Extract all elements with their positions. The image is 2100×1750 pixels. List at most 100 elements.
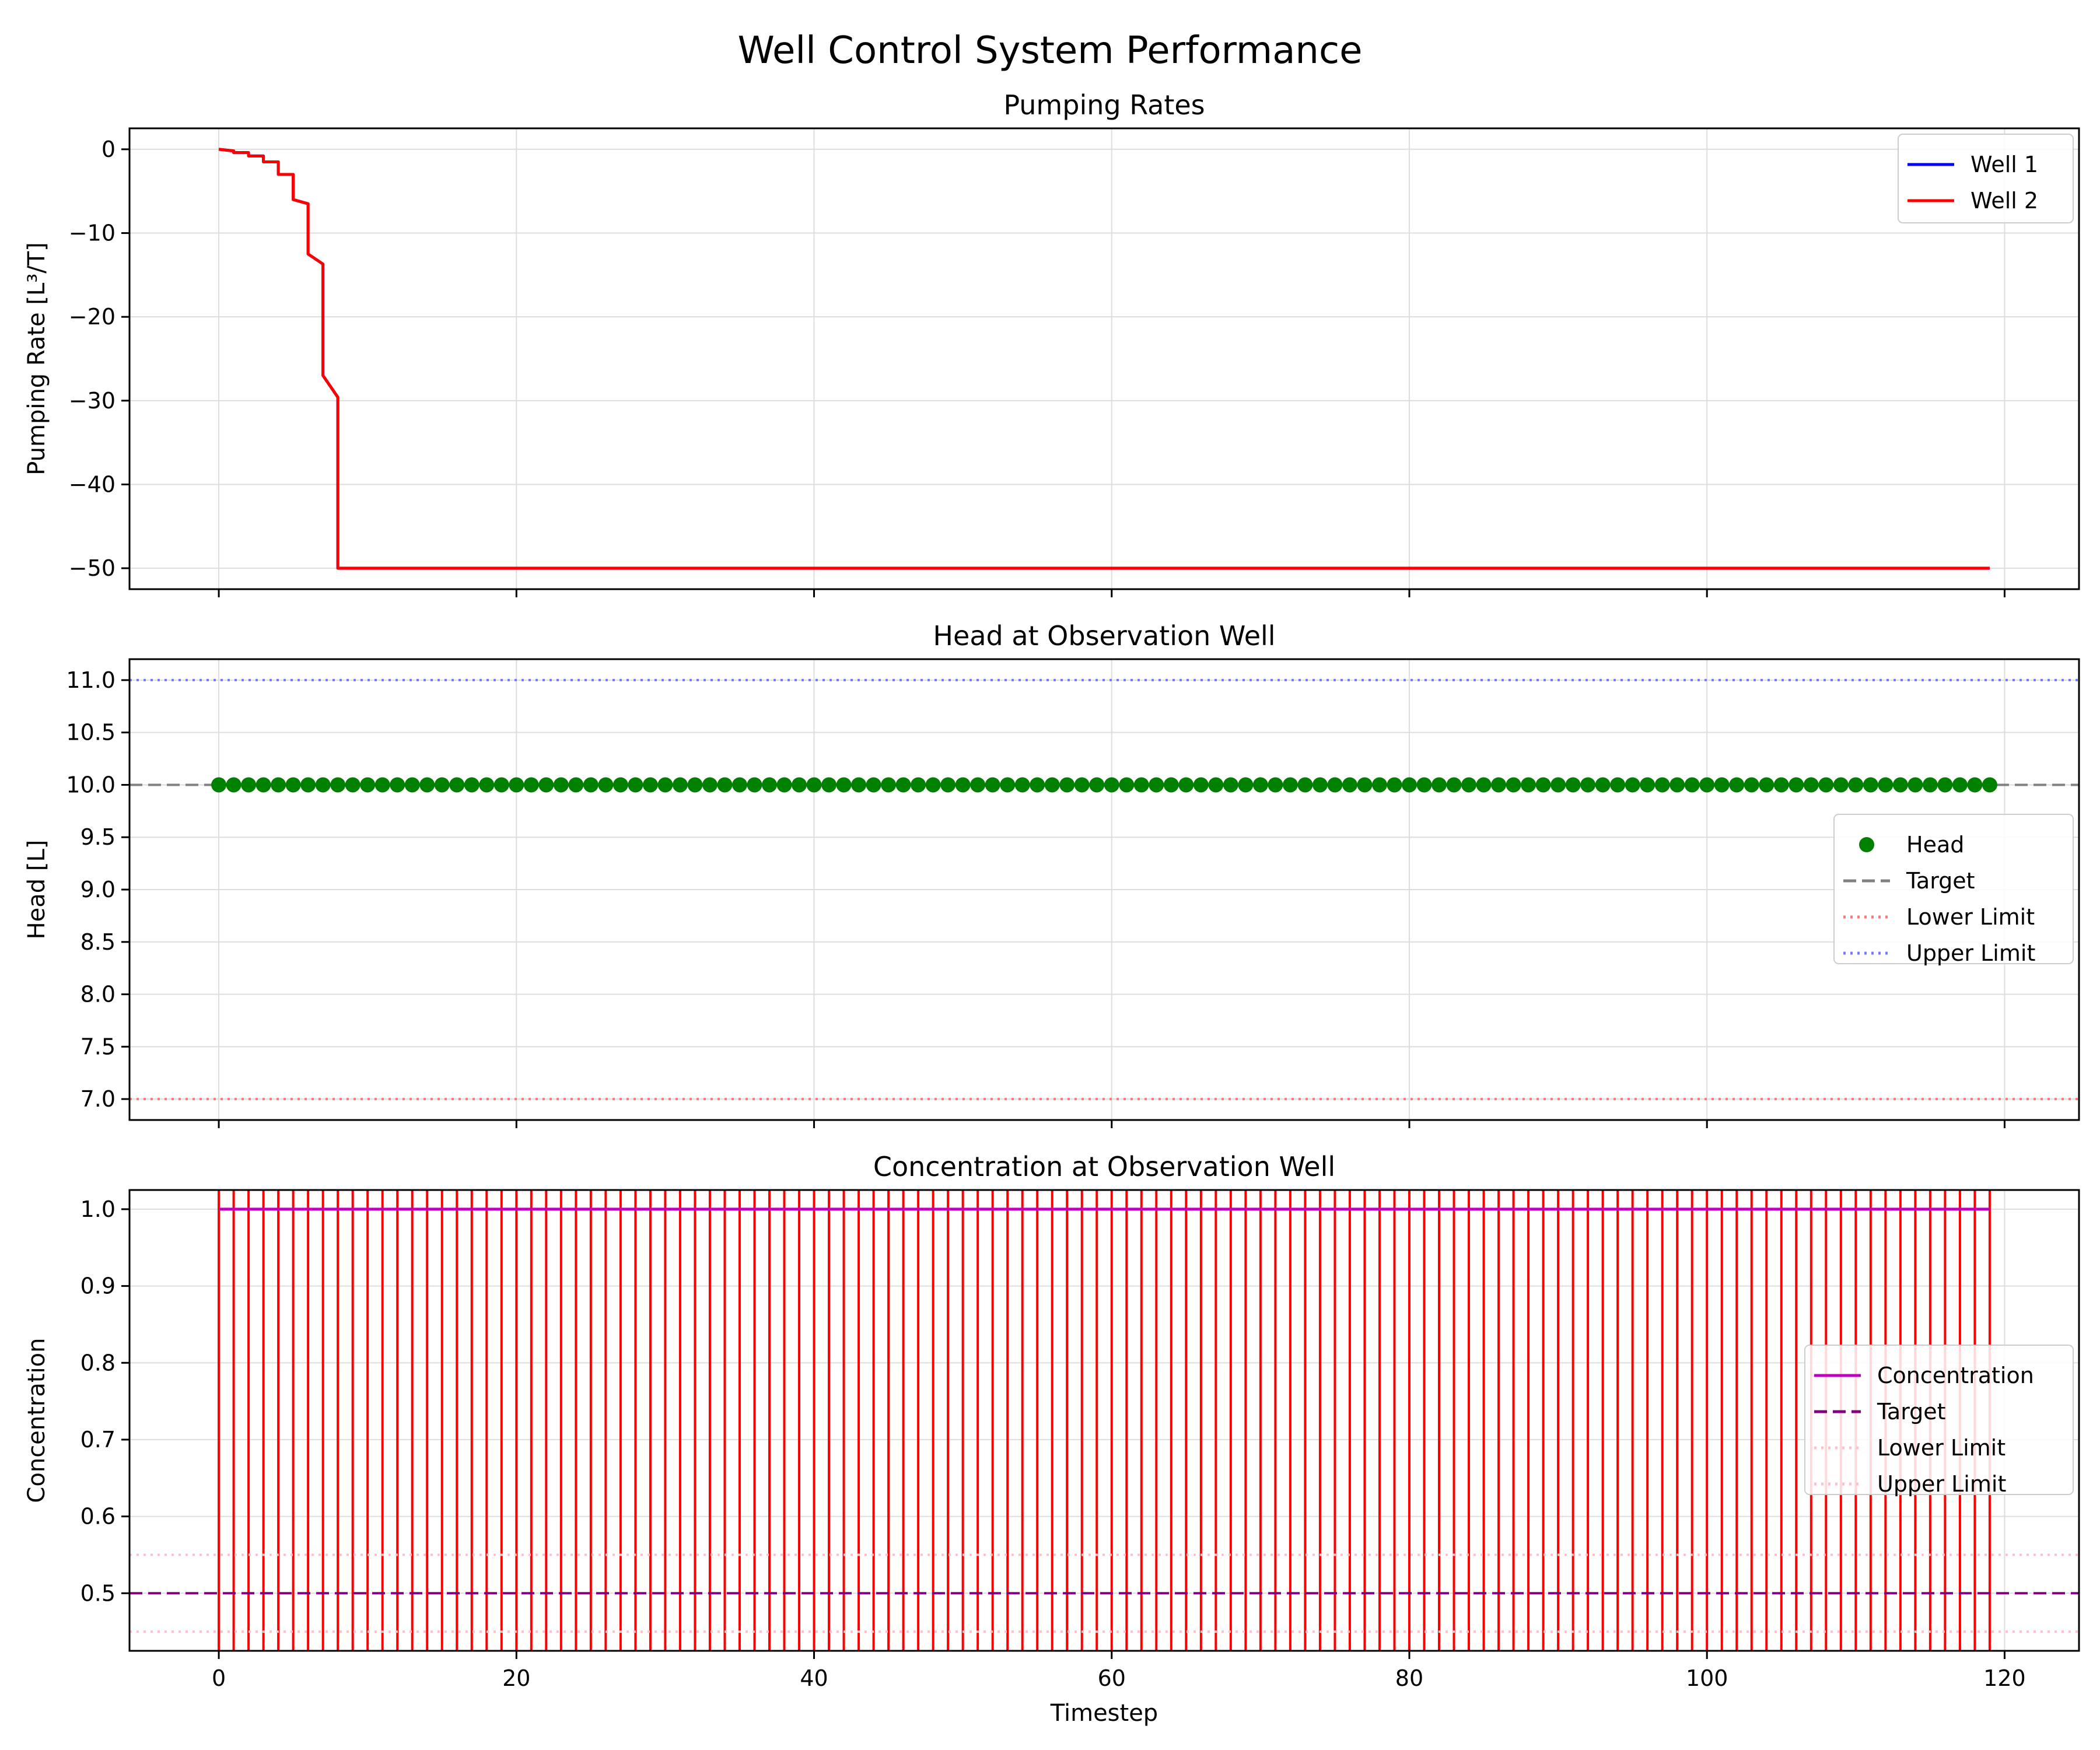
head-point xyxy=(940,777,956,793)
pumping-y-tick-label: −20 xyxy=(69,304,116,330)
head-point xyxy=(1059,777,1075,793)
head-point xyxy=(1640,777,1656,793)
head-point xyxy=(1595,777,1611,793)
pumping-y-tick-label: −10 xyxy=(69,220,116,246)
head-point xyxy=(464,777,480,793)
head-point xyxy=(1506,777,1521,793)
head-point xyxy=(285,777,301,793)
head-point xyxy=(1416,777,1432,793)
head-point xyxy=(985,777,1000,793)
head-point xyxy=(895,777,911,793)
head-point xyxy=(360,777,376,793)
concentration-legend-concentration-label: Concentration xyxy=(1877,1363,2034,1388)
head-point xyxy=(330,777,346,793)
head-point xyxy=(955,777,971,793)
concentration-plot-area xyxy=(130,1190,2079,1651)
head-point xyxy=(241,777,257,793)
head-point xyxy=(1297,777,1313,793)
pumping-y-tick-label: 0 xyxy=(102,136,116,162)
head-point xyxy=(970,777,986,793)
concentration-legend: Concentration Target Lower Limit Upper Limi… xyxy=(1804,1345,2074,1497)
head-point xyxy=(1104,777,1119,793)
pumping-panel: 0 −10 −20 −30 −40 −50 Pumping Rates Pumping Rat… xyxy=(23,89,2080,597)
head-point xyxy=(1476,777,1492,793)
head-point xyxy=(1967,777,1983,793)
figure-title: Well Control System Performance xyxy=(737,29,1362,72)
head-point xyxy=(1565,777,1581,793)
head-point xyxy=(1193,777,1209,793)
head-point xyxy=(211,777,227,793)
head-point xyxy=(747,777,762,793)
concentration-x-axis-label: Timestep xyxy=(1050,1700,1158,1727)
pumping-legend-well-2-label: Well 2 xyxy=(1971,188,2038,214)
head-point xyxy=(1848,777,1864,793)
concentration-y-tick-label: 0.7 xyxy=(80,1427,116,1452)
head-point xyxy=(851,777,867,793)
head-point xyxy=(881,777,897,793)
head-point xyxy=(1818,777,1834,793)
concentration-y-tick-label: 0.5 xyxy=(80,1580,116,1606)
head-legend-target-label: Target xyxy=(1906,868,1975,894)
head-point xyxy=(1535,777,1551,793)
head-title: Head at Observation Well xyxy=(933,620,1275,652)
concentration-x-tick-label: 20 xyxy=(502,1665,530,1691)
pumping-axes-frame xyxy=(128,127,2080,590)
head-point xyxy=(598,777,614,793)
chart-panels: 0 −10 −20 −30 −40 −50 Pumping Rates Pumping Rat… xyxy=(23,89,2080,1727)
head-point xyxy=(1327,777,1343,793)
head-point xyxy=(642,777,658,793)
head-point xyxy=(1952,777,1968,793)
concentration-y-tick-label: 0.9 xyxy=(80,1273,116,1299)
head-point xyxy=(1163,777,1179,793)
pumping-legend-well-1-label: Well 1 xyxy=(1971,152,2038,177)
concentration-y-axis-label: Concentration xyxy=(23,1338,50,1503)
head-y-tick-label: 11.0 xyxy=(66,667,116,693)
head-point xyxy=(1149,777,1164,793)
head-y-tick-label: 7.0 xyxy=(80,1086,116,1112)
concentration-x-tick-label: 0 xyxy=(212,1665,226,1691)
head-point xyxy=(1312,777,1328,793)
head-point xyxy=(612,777,628,793)
head-legend-lower-limit-label: Lower Limit xyxy=(1906,904,2035,930)
concentration-axes-frame xyxy=(128,1189,2080,1652)
head-point xyxy=(1550,777,1566,793)
head-point xyxy=(1030,777,1045,793)
head-point xyxy=(911,777,926,793)
head-point xyxy=(792,777,807,793)
head-point xyxy=(1089,777,1105,793)
head-point xyxy=(479,777,495,793)
head-point xyxy=(925,777,941,793)
pumping-y-tick-label: −50 xyxy=(69,555,116,581)
pumping-plot-area xyxy=(218,148,1990,570)
head-point xyxy=(419,777,435,793)
head-point xyxy=(1357,777,1373,793)
head-point xyxy=(1074,777,1090,793)
head-point xyxy=(1223,777,1238,793)
head-point xyxy=(836,777,852,793)
head-legend-upper-limit-label: Upper Limit xyxy=(1906,940,2035,966)
pumping-y-axis-label: Pumping Rate [L³/T] xyxy=(23,242,50,475)
head-point xyxy=(732,777,747,793)
head-point xyxy=(568,777,584,793)
head-point xyxy=(1670,777,1685,793)
pumping-well-2-series xyxy=(218,148,1990,570)
head-point xyxy=(1119,777,1135,793)
head-point xyxy=(374,777,390,793)
concentration-title: Concentration at Observation Well xyxy=(873,1151,1335,1182)
head-point xyxy=(1773,777,1789,793)
head-point xyxy=(866,777,881,793)
head-point xyxy=(345,777,360,793)
head-point xyxy=(1238,777,1254,793)
head-point xyxy=(1610,777,1626,793)
head-point xyxy=(1892,777,1908,793)
head-legend-head-marker xyxy=(1859,837,1874,852)
head-point xyxy=(1803,777,1819,793)
head-point xyxy=(1178,777,1194,793)
concentration-x-tick-label: 40 xyxy=(800,1665,828,1691)
head-point xyxy=(449,777,465,793)
head-point xyxy=(271,777,286,793)
head-point xyxy=(702,777,718,793)
head-point xyxy=(1982,777,1997,793)
concentration-panel: 0 20 40 60 80 100 120 0.5 0.6 0.7 0.8 0.9 1.0 Concent… xyxy=(23,1151,2080,1727)
